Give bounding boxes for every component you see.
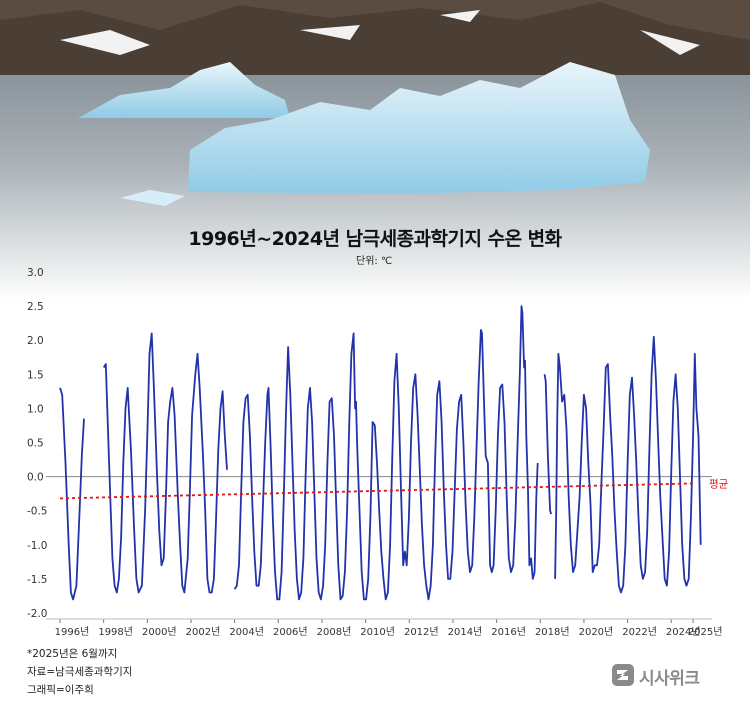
x-tick-label: 2024년 <box>666 626 701 638</box>
x-tick-label: 2020년 <box>579 626 614 638</box>
x-tick-label: 2010년 <box>360 626 395 638</box>
average-label: 평균 <box>709 478 729 490</box>
footnote-graphic: 그래픽=이주희 <box>27 684 94 696</box>
x-tick-label: 2025년 <box>688 626 723 638</box>
iceberg-photo <box>0 0 750 300</box>
unit-label: 단위: ℃ <box>356 256 393 267</box>
x-tick-label: 2014년 <box>448 626 483 638</box>
temperature-series-line <box>59 305 702 601</box>
y-tick-label: -0.5 <box>27 506 48 518</box>
y-tick-label: 1.5 <box>27 369 44 381</box>
x-tick-label: 2000년 <box>142 626 177 638</box>
logo-text: 시사위크 <box>639 669 700 689</box>
x-tick-label: 2012년 <box>404 626 439 638</box>
average-trend-line <box>59 482 694 500</box>
y-tick-label: -2.0 <box>27 608 48 620</box>
footnote-source: 자료=남극세종과학기지 <box>27 666 133 678</box>
chart-title: 1996년~2024년 남극세종과학기지 수온 변화 <box>188 228 562 250</box>
y-tick-label: 2.5 <box>27 301 44 313</box>
x-tick-label: 2006년 <box>273 626 308 638</box>
line-chart: 3.0 2.5 2.0 1.5 1.0 0.5 0.0 -0.5 -1.0 -1.5 -2.0 199… <box>27 267 729 638</box>
y-tick-label: 2.0 <box>27 335 44 347</box>
y-tick-label: 0.5 <box>27 438 44 450</box>
y-tick-label: -1.0 <box>27 540 48 552</box>
y-tick-label: 0.0 <box>27 472 44 484</box>
x-tick-label: 2004년 <box>229 626 264 638</box>
x-tick-label: 2022년 <box>622 626 657 638</box>
y-tick-label: 1.0 <box>27 403 44 415</box>
x-tick-label: 1998년 <box>98 626 133 638</box>
y-tick-label: -1.5 <box>27 574 48 586</box>
x-tick-label: 2008년 <box>317 626 352 638</box>
logo-icon <box>612 664 634 686</box>
x-tick-label: 2018년 <box>535 626 570 638</box>
x-tick-label: 1996년 <box>55 626 90 638</box>
x-tick-label: 2002년 <box>186 626 221 638</box>
footnote-period: *2025년은 6월까지 <box>27 648 118 660</box>
x-tick-label: 2016년 <box>491 626 526 638</box>
publisher-logo: 시사위크 <box>611 662 731 689</box>
y-tick-label: 3.0 <box>27 267 44 279</box>
